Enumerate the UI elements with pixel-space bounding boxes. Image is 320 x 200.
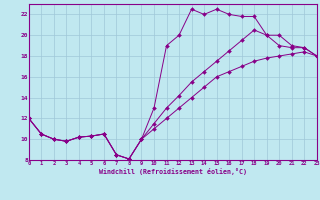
X-axis label: Windchill (Refroidissement éolien,°C): Windchill (Refroidissement éolien,°C)	[99, 168, 247, 175]
